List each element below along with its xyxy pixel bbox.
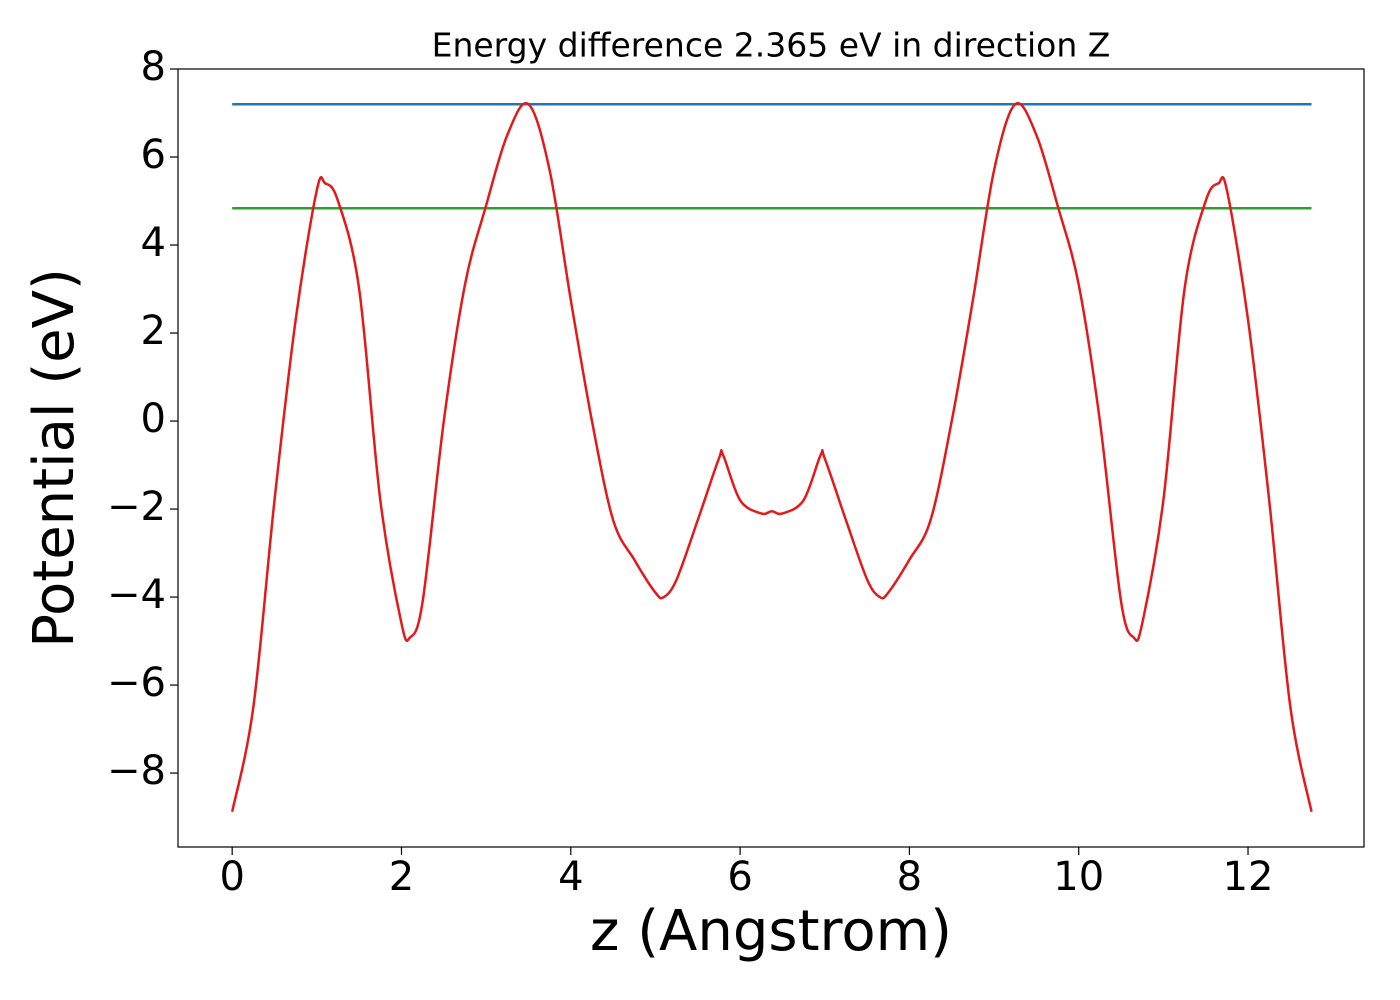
x-tick-label: 10: [1053, 854, 1104, 900]
data-line: [230, 101, 1313, 813]
x-tick-label: 0: [219, 854, 244, 900]
y-tick-label: 0: [141, 396, 166, 442]
x-tick-label: 4: [558, 854, 583, 900]
y-tick-label: −4: [107, 572, 166, 618]
x-tick-label: 8: [897, 854, 922, 900]
y-tick-label: 4: [141, 220, 166, 266]
chart-title: Energy difference 2.365 eV in direction …: [432, 26, 1111, 65]
x-axis-label: z (Angstrom): [590, 899, 952, 964]
x-tick-label: 2: [389, 854, 414, 900]
x-tick-label: 6: [727, 854, 752, 900]
y-tick-label: −8: [107, 748, 166, 794]
plot-frame: [177, 68, 1365, 848]
y-tick-label: −2: [107, 484, 166, 530]
y-tick-label: 6: [141, 132, 166, 178]
y-tick-label: −6: [107, 660, 166, 706]
y-axis-label: Potential (eV): [22, 268, 87, 648]
y-tick-label: 2: [141, 308, 166, 354]
y-tick-label: 8: [141, 44, 166, 90]
x-tick-label: 12: [1223, 854, 1274, 900]
